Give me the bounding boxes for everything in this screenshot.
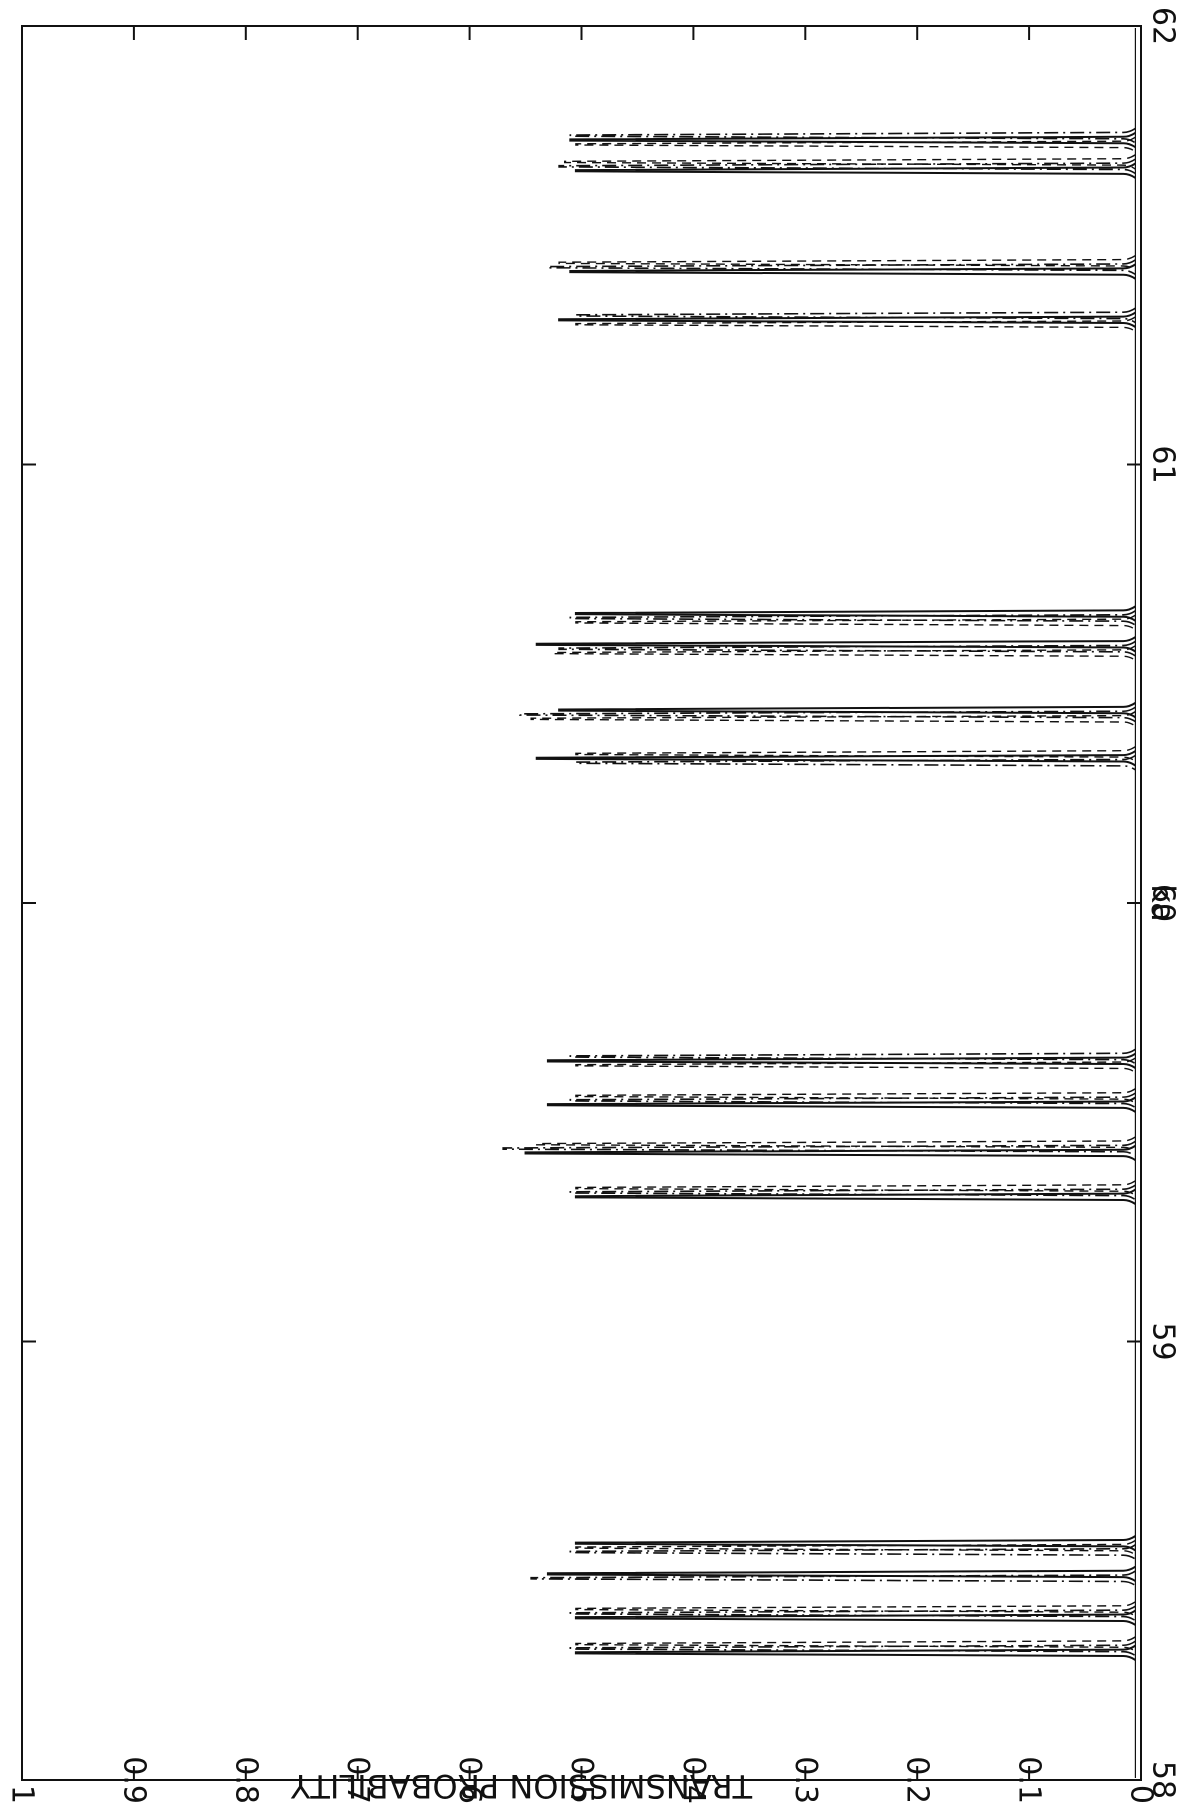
peak (558, 255, 1136, 271)
peak (575, 307, 1136, 324)
peak (519, 706, 1136, 723)
x-tick-label: 62 (1146, 7, 1181, 45)
peak (575, 136, 1136, 153)
peak (574, 1535, 1136, 1552)
y-tick-label: 0.1 (1012, 1756, 1047, 1804)
y-tick-label: 0.5 (564, 1756, 599, 1804)
y-tick-label: 0.2 (900, 1756, 935, 1804)
peak (575, 1088, 1136, 1104)
peak (536, 1136, 1136, 1152)
peak (564, 154, 1136, 170)
x-tick-label: 60 (1146, 884, 1181, 922)
peak (558, 158, 1136, 175)
x-tick-label: 59 (1146, 1322, 1181, 1360)
peak-series (502, 28, 1137, 1778)
y-tick-label: 0.7 (340, 1756, 375, 1804)
y-tick-label: 0.8 (228, 1756, 263, 1804)
peak (569, 263, 1136, 280)
peak (575, 614, 1136, 631)
peak (569, 1544, 1136, 1560)
peak (575, 1601, 1136, 1617)
series-dashed (530, 136, 1136, 1652)
peak (552, 1566, 1136, 1582)
axis-ticks: 58 59 60 61 62 0 0.1 0.2 0.3 0.4 0.5 0.6 0.7 0.8 0.9 1 (5, 7, 1181, 1804)
peak (569, 610, 1136, 626)
peak (574, 605, 1136, 622)
peak (574, 1188, 1136, 1205)
y-tick-label: 0.6 (452, 1756, 487, 1804)
peak (524, 1144, 1136, 1161)
peak (535, 750, 1136, 767)
y-tick-label: 0.3 (788, 1756, 823, 1804)
peak (574, 1644, 1136, 1661)
peak (575, 746, 1136, 762)
peak (530, 1570, 1136, 1587)
peak (569, 1184, 1136, 1201)
peak (569, 127, 1136, 144)
y-tick-label: 0 (1124, 1785, 1159, 1804)
peak (569, 1048, 1136, 1065)
peak (569, 1092, 1136, 1109)
peak (575, 1539, 1136, 1556)
plot-frame (21, 25, 1142, 1781)
peak (575, 316, 1136, 332)
axis-labels: ka TRANSMISSION PROBABILITY (290, 884, 1182, 1805)
peak (558, 311, 1136, 328)
y-tick-label: 1 (5, 1785, 40, 1804)
peak (552, 645, 1136, 661)
peak (569, 1640, 1136, 1657)
y-tick-label: 0.9 (116, 1756, 151, 1804)
series-dash-dot (502, 127, 1136, 1657)
peak (558, 702, 1136, 719)
peak (574, 162, 1136, 179)
peak (569, 131, 1136, 149)
y-tick-label: 0.4 (676, 1756, 711, 1804)
series-solid (524, 131, 1136, 1661)
peak (502, 1140, 1136, 1157)
peak (569, 1605, 1136, 1622)
peak (535, 636, 1136, 653)
x-axis-label: ka (1144, 884, 1182, 922)
peak (530, 711, 1136, 727)
peak (575, 1057, 1136, 1074)
peak (547, 259, 1136, 276)
peak (575, 1636, 1136, 1652)
peak (575, 1180, 1136, 1196)
x-tick-label: 58 (1146, 1761, 1181, 1799)
y-axis-label: TRANSMISSION PROBABILITY (290, 1767, 753, 1805)
x-tick-label: 61 (1146, 445, 1181, 483)
peak (546, 1096, 1136, 1113)
peak (546, 1052, 1136, 1069)
peak (558, 640, 1136, 657)
peak (574, 1609, 1136, 1626)
peak (575, 754, 1136, 771)
